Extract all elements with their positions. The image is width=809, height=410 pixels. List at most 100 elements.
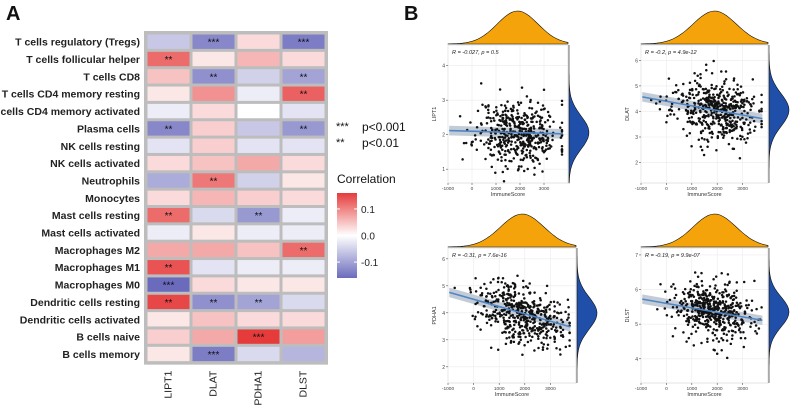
data-point xyxy=(698,304,702,308)
column-label: DLAT xyxy=(208,370,220,397)
data-point xyxy=(690,310,694,313)
data-point xyxy=(707,315,710,318)
data-point xyxy=(717,340,721,343)
data-point xyxy=(677,313,680,317)
significance-mark: *** xyxy=(163,281,175,292)
data-point xyxy=(716,107,719,110)
data-point xyxy=(536,142,540,145)
data-point xyxy=(526,286,530,290)
data-point xyxy=(718,118,721,122)
data-point xyxy=(710,83,713,87)
data-point xyxy=(479,286,482,290)
data-point xyxy=(670,109,674,113)
significance-mark: ** xyxy=(210,72,218,83)
data-point xyxy=(491,128,494,132)
data-point xyxy=(519,301,523,305)
data-point xyxy=(537,346,540,350)
data-point xyxy=(517,292,521,295)
data-point xyxy=(559,330,563,334)
data-point xyxy=(688,120,692,123)
data-point xyxy=(720,124,723,127)
data-point xyxy=(545,336,548,340)
data-point xyxy=(686,308,690,312)
data-point xyxy=(701,87,705,91)
heatmap-cell xyxy=(237,34,280,49)
data-point xyxy=(701,293,704,297)
heatmap-cell xyxy=(192,51,235,67)
data-point xyxy=(504,164,507,168)
data-point xyxy=(709,308,712,311)
data-point xyxy=(708,305,712,309)
data-point xyxy=(724,290,728,293)
data-point xyxy=(536,158,540,162)
data-point xyxy=(718,319,722,322)
row-label: Neutrophils xyxy=(82,175,140,187)
heatmap-cell xyxy=(237,225,280,240)
data-point xyxy=(710,314,714,318)
data-point xyxy=(501,110,505,113)
data-point xyxy=(513,293,517,296)
heatmap-cell xyxy=(282,242,325,258)
data-point xyxy=(489,346,493,350)
data-point xyxy=(724,104,728,108)
heatmap-cell xyxy=(147,190,190,205)
data-point xyxy=(704,319,707,323)
data-point xyxy=(561,320,565,324)
data-point xyxy=(715,328,719,332)
data-point xyxy=(670,105,673,108)
data-point xyxy=(706,145,709,148)
data-point xyxy=(504,327,507,330)
heatmap-cell xyxy=(147,260,190,275)
data-point xyxy=(718,94,721,98)
data-point xyxy=(715,85,718,88)
data-point xyxy=(719,323,722,326)
data-point xyxy=(721,328,725,332)
data-point xyxy=(503,127,506,131)
data-point xyxy=(513,122,516,125)
data-point xyxy=(708,302,712,306)
data-point xyxy=(539,327,543,331)
data-point xyxy=(525,327,528,330)
data-point xyxy=(729,303,733,307)
data-point xyxy=(760,125,763,129)
data-point xyxy=(502,136,506,139)
data-point xyxy=(686,98,689,102)
heatmap-cell xyxy=(282,208,325,223)
data-point xyxy=(538,303,541,307)
data-point xyxy=(720,336,723,340)
data-point xyxy=(713,95,716,99)
data-point xyxy=(521,353,524,357)
data-point xyxy=(721,338,725,342)
data-point xyxy=(654,102,658,105)
data-point xyxy=(677,88,680,92)
data-point xyxy=(513,330,517,334)
data-point xyxy=(673,296,676,300)
data-point xyxy=(518,340,521,344)
data-point xyxy=(517,303,521,307)
data-point xyxy=(487,146,490,150)
data-point xyxy=(705,318,709,322)
data-point xyxy=(715,93,719,96)
data-point xyxy=(489,314,492,318)
data-point xyxy=(506,100,509,103)
data-point xyxy=(489,126,493,130)
data-point xyxy=(560,153,564,156)
data-point xyxy=(474,138,477,141)
heatmap-cell xyxy=(192,329,235,344)
data-point xyxy=(514,151,518,154)
data-point xyxy=(522,318,525,322)
data-point xyxy=(760,100,763,104)
data-point xyxy=(745,299,748,302)
data-point xyxy=(519,101,523,104)
data-point xyxy=(532,136,535,140)
data-point xyxy=(710,136,714,139)
data-point xyxy=(723,283,727,286)
column-label: LIPT1 xyxy=(163,370,175,398)
data-point xyxy=(502,313,506,316)
data-point xyxy=(517,321,521,325)
data-point xyxy=(728,311,732,314)
data-point xyxy=(500,103,503,107)
data-point xyxy=(522,293,525,296)
row-label: T cells follicular helper xyxy=(26,54,140,66)
significance-label-1: p<0.001 xyxy=(362,120,406,134)
